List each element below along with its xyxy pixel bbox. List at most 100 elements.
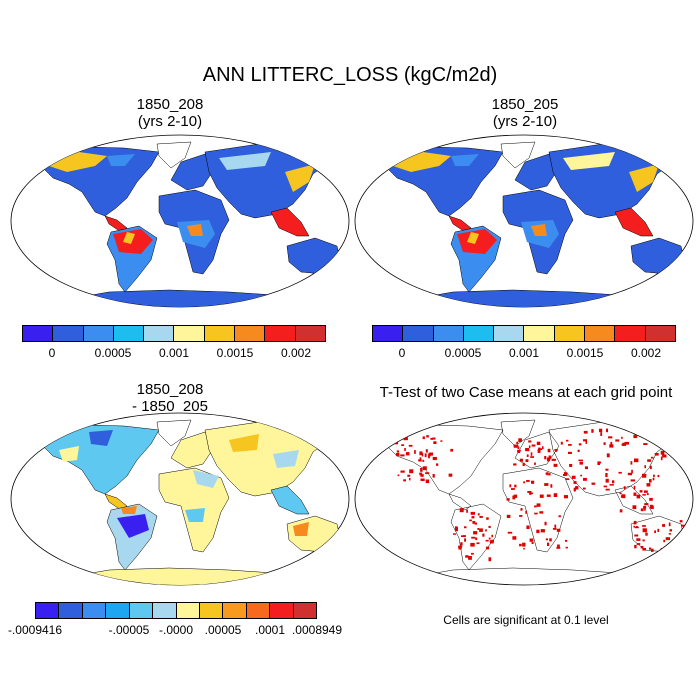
significant-cell bbox=[514, 484, 517, 488]
significant-cell bbox=[549, 538, 552, 542]
significant-cell bbox=[548, 455, 552, 459]
colorbar-tick-label: 0.0005 bbox=[94, 346, 132, 360]
significant-cell bbox=[536, 441, 541, 445]
significant-cell bbox=[668, 533, 671, 535]
panel-title-bottom-right: T-Test of two Case means at each grid po… bbox=[379, 384, 673, 401]
colorbar-tick-label: .0001 bbox=[254, 623, 286, 637]
significant-cell bbox=[566, 439, 569, 442]
central-africa-patch bbox=[531, 224, 547, 236]
significant-cell bbox=[591, 429, 594, 433]
significant-cell bbox=[396, 450, 399, 453]
significant-cell bbox=[491, 534, 493, 538]
significant-cell bbox=[649, 497, 653, 501]
significant-cell bbox=[660, 439, 663, 441]
colorbar-swatch bbox=[199, 603, 224, 618]
significant-cell bbox=[479, 516, 483, 518]
diff-patch bbox=[193, 470, 219, 488]
significant-cell bbox=[536, 529, 540, 534]
significant-cell bbox=[548, 473, 551, 476]
coastline-north-america bbox=[382, 424, 504, 495]
significant-cell bbox=[647, 459, 652, 462]
significant-cell bbox=[605, 468, 609, 471]
coastline-southeast-asia bbox=[614, 485, 654, 515]
significant-cell bbox=[605, 473, 608, 477]
significant-cell bbox=[485, 539, 489, 542]
significant-cells bbox=[394, 428, 687, 562]
significant-cell bbox=[610, 441, 613, 446]
boreal-patch bbox=[387, 152, 451, 172]
significant-cell bbox=[634, 526, 639, 529]
significant-cell bbox=[639, 490, 643, 493]
significant-cell bbox=[612, 480, 615, 484]
significant-cell bbox=[679, 520, 683, 523]
east-asia-patch bbox=[285, 164, 315, 192]
significant-cell bbox=[565, 478, 570, 480]
significant-cell bbox=[583, 477, 587, 481]
significant-cell bbox=[534, 512, 538, 515]
significant-cell bbox=[432, 474, 435, 478]
significant-cell bbox=[645, 532, 648, 536]
significant-cell bbox=[429, 452, 433, 456]
significant-cell bbox=[507, 531, 513, 534]
colorbar-swatch bbox=[59, 603, 83, 618]
significant-cell bbox=[519, 515, 523, 517]
panel-title-line2: - 1850_205 bbox=[132, 398, 208, 415]
landmass-southeast-asia bbox=[270, 485, 310, 515]
map-panel-top-right bbox=[354, 134, 694, 308]
significant-cell bbox=[539, 511, 544, 514]
significant-cell bbox=[651, 548, 654, 552]
significant-cell bbox=[600, 432, 603, 436]
significant-cell bbox=[609, 484, 614, 486]
significant-cell bbox=[422, 436, 425, 440]
significant-cell bbox=[646, 493, 649, 496]
significant-cell bbox=[644, 503, 649, 506]
significant-cell bbox=[519, 458, 523, 462]
significant-cell bbox=[465, 555, 469, 558]
colorbar-swatch bbox=[113, 326, 145, 341]
significant-cell bbox=[547, 542, 550, 546]
significant-cell bbox=[403, 479, 406, 482]
significant-cell bbox=[526, 525, 530, 529]
panel-title-bottom-left: 1850_208 - 1850_205 bbox=[40, 381, 300, 415]
diff-patch bbox=[59, 446, 79, 462]
significant-cell bbox=[642, 528, 647, 533]
significant-cell bbox=[565, 472, 568, 476]
significant-cell bbox=[425, 472, 430, 475]
significant-cell bbox=[633, 492, 637, 496]
significant-cell bbox=[652, 440, 658, 444]
colorbar-tick-label: 0.002 bbox=[630, 346, 662, 360]
significant-cell bbox=[553, 493, 558, 497]
significant-cell bbox=[608, 436, 613, 439]
colorbar-swatch bbox=[83, 326, 114, 341]
significant-cell bbox=[403, 436, 408, 441]
significant-cell bbox=[565, 546, 568, 549]
landmass-greenland bbox=[156, 419, 192, 447]
significant-cell bbox=[459, 508, 464, 513]
significant-cell bbox=[513, 494, 518, 498]
significant-cell bbox=[529, 538, 534, 542]
panel-title-top-right: 1850_205 (yrs 2-10) bbox=[395, 96, 655, 130]
significant-cell bbox=[513, 444, 516, 447]
significant-cell bbox=[578, 459, 583, 462]
significant-cell bbox=[531, 480, 535, 484]
significant-cell bbox=[538, 448, 543, 450]
landmass-southeast-asia bbox=[270, 207, 310, 237]
significant-cell bbox=[546, 472, 549, 476]
significant-cell bbox=[630, 461, 633, 465]
significant-cell bbox=[551, 458, 556, 461]
significant-cell bbox=[545, 472, 548, 475]
amazon-patch bbox=[467, 232, 479, 244]
significant-cell bbox=[582, 487, 586, 490]
significant-cell bbox=[642, 494, 646, 496]
significant-cell bbox=[528, 440, 532, 443]
significant-cell bbox=[404, 448, 406, 451]
significant-cell bbox=[636, 494, 641, 499]
colorbar-tick-label: 0.001 bbox=[508, 346, 540, 360]
amazon-patch bbox=[123, 232, 135, 244]
significant-cell bbox=[609, 444, 614, 448]
significant-cell bbox=[682, 530, 687, 533]
significant-cell bbox=[528, 445, 531, 448]
significant-cell bbox=[650, 456, 654, 459]
significant-cell bbox=[440, 440, 443, 442]
significant-cell bbox=[605, 478, 609, 483]
